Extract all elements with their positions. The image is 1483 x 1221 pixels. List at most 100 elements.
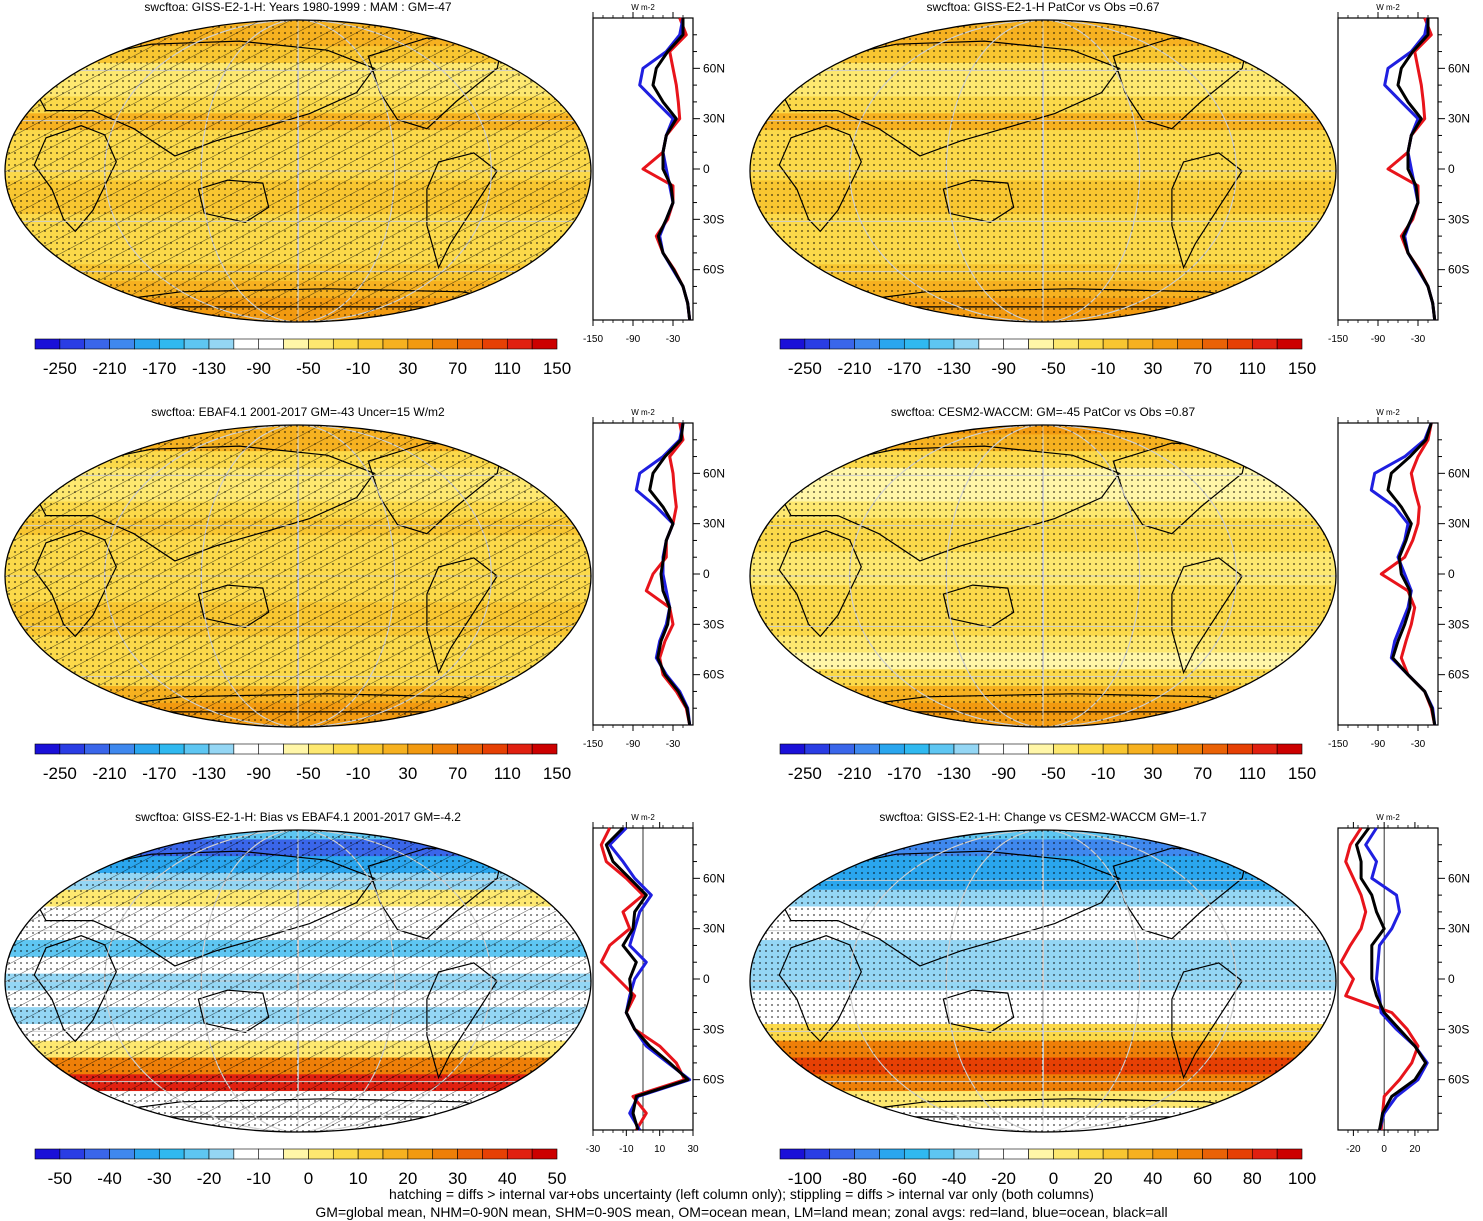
colorbar-swatch xyxy=(407,1148,434,1160)
lat-tick-label: 60S xyxy=(1448,1073,1469,1087)
colorbar-label: -210 xyxy=(838,764,872,783)
panel-2: swcftoa: EBAF4.1 2001-2017 GM=-43 Uncer=… xyxy=(0,405,740,795)
colorbar-swatch xyxy=(183,743,210,755)
colorbar-label: -130 xyxy=(937,359,971,378)
zonal-line-land xyxy=(1339,827,1420,1131)
colorbar-swatch xyxy=(432,1148,458,1160)
colorbar-swatch xyxy=(1127,743,1154,755)
lat-tick-label: 30S xyxy=(703,1022,724,1036)
colorbar-swatch xyxy=(854,338,880,350)
colorbar-swatch xyxy=(978,1148,1005,1160)
colorbar-swatch xyxy=(879,338,905,350)
colorbar-swatch xyxy=(1227,1148,1253,1160)
map-field xyxy=(750,830,1336,1132)
x-tick-label: -150 xyxy=(583,739,603,750)
zonal-line-all xyxy=(1355,827,1428,1131)
colorbar-label: 150 xyxy=(543,359,571,378)
colorbar-swatch xyxy=(953,743,980,755)
lat-tick-label: 0 xyxy=(703,972,710,986)
colorbar-swatch xyxy=(482,1148,508,1160)
colorbar-label: -210 xyxy=(93,764,127,783)
colorbar-swatch xyxy=(1227,743,1253,755)
hatching xyxy=(5,425,591,727)
colorbar-swatch xyxy=(903,743,930,755)
colorbar-swatch xyxy=(1251,1148,1278,1160)
colorbar-swatch xyxy=(1053,743,1079,755)
colorbar-label: 40 xyxy=(1143,1169,1162,1188)
map-field xyxy=(5,425,591,727)
colorbar-swatch xyxy=(332,743,359,755)
colorbar-label: 110 xyxy=(1239,764,1266,783)
colorbar-label: -210 xyxy=(838,359,872,378)
map-field xyxy=(750,425,1336,727)
colorbar-swatch xyxy=(1202,743,1228,755)
colorbar-swatch xyxy=(382,338,409,350)
map-outline xyxy=(4,424,592,728)
colorbar-label: -170 xyxy=(887,764,921,783)
colorbar-label: -30 xyxy=(147,1169,172,1188)
colorbar-label: -10 xyxy=(246,1169,271,1188)
lat-tick-label: 30N xyxy=(1448,517,1470,531)
lat-tick-label: 30S xyxy=(1448,1022,1469,1036)
x-tick-label: -150 xyxy=(1328,739,1348,750)
colorbar-label: 0 xyxy=(304,1169,313,1188)
x-tick-label: -150 xyxy=(1328,334,1348,345)
zonal-line-ocean xyxy=(608,826,692,1131)
x-tick-label: 30 xyxy=(687,1144,699,1155)
colorbar-label: 60 xyxy=(1193,1169,1212,1188)
colorbar-swatch xyxy=(357,1148,384,1160)
zonal-unit-label: W m-2 xyxy=(1376,813,1400,822)
colorbar-swatch xyxy=(134,743,160,755)
zonal-line-land xyxy=(644,422,692,726)
map-field xyxy=(5,20,591,322)
colorbar-swatch xyxy=(457,1148,483,1160)
colorbar-swatch xyxy=(804,1148,831,1160)
colorbar-label: -170 xyxy=(142,359,176,378)
colorbar-swatch xyxy=(59,1148,86,1160)
colorbar-swatch xyxy=(1028,1148,1054,1160)
colorbar-label: 70 xyxy=(448,764,467,783)
map-title: swcftoa: GISS-E2-1-H: Bias vs EBAF4.1 20… xyxy=(135,810,461,824)
colorbar-label: -40 xyxy=(942,1169,967,1188)
x-tick-label: 10 xyxy=(654,1144,666,1155)
colorbar-swatch xyxy=(829,338,855,350)
colorbar-swatch xyxy=(804,743,831,755)
lat-tick-label: 30S xyxy=(703,212,724,226)
lat-tick-label: 30N xyxy=(1448,922,1470,936)
x-tick-label: -90 xyxy=(626,334,641,345)
zonal-line-ocean xyxy=(634,422,692,726)
colorbar-swatch xyxy=(1152,743,1179,755)
colorbar-swatch xyxy=(506,1148,533,1160)
zonal-line-all xyxy=(1386,422,1437,726)
colorbar-swatch xyxy=(158,1148,185,1160)
colorbar-label: -50 xyxy=(1041,359,1066,378)
colorbar-swatch xyxy=(109,338,135,350)
colorbar-swatch xyxy=(283,743,309,755)
colorbar-label: -10 xyxy=(1091,764,1116,783)
map-outline xyxy=(4,829,592,1133)
colorbar-swatch xyxy=(854,743,880,755)
colorbar-swatch xyxy=(183,338,210,350)
colorbar: -250 -210 -170 -130 -90 -50 -10 30 70 110 150 xyxy=(779,743,1316,783)
x-tick-label: -150 xyxy=(583,334,603,345)
colorbar-label: 70 xyxy=(1193,764,1212,783)
colorbar-label: 110 xyxy=(494,359,521,378)
colorbar-label: -170 xyxy=(142,764,176,783)
colorbar-swatch xyxy=(1053,1148,1079,1160)
colorbar-swatch xyxy=(953,1148,980,1160)
colorbar-label: -170 xyxy=(887,359,921,378)
colorbar-swatch xyxy=(134,1148,160,1160)
hatching xyxy=(5,20,591,322)
colorbar-swatch xyxy=(928,1148,955,1160)
hatching xyxy=(5,830,591,1132)
colorbar-swatch xyxy=(34,1148,61,1160)
colorbar-swatch xyxy=(1251,338,1278,350)
colorbar-swatch xyxy=(134,338,160,350)
colorbar-label: 0 xyxy=(1049,1169,1058,1188)
lat-tick-label: 60S xyxy=(1448,263,1469,277)
panel-svg: 60N 30N 0 30S 60S -150 -90 -30 W m-2 -250 -210 -170… xyxy=(4,408,725,783)
x-tick-label: -30 xyxy=(1411,739,1426,750)
colorbar-swatch xyxy=(978,338,1005,350)
colorbar-swatch xyxy=(1276,338,1303,350)
colorbar-swatch xyxy=(432,743,458,755)
